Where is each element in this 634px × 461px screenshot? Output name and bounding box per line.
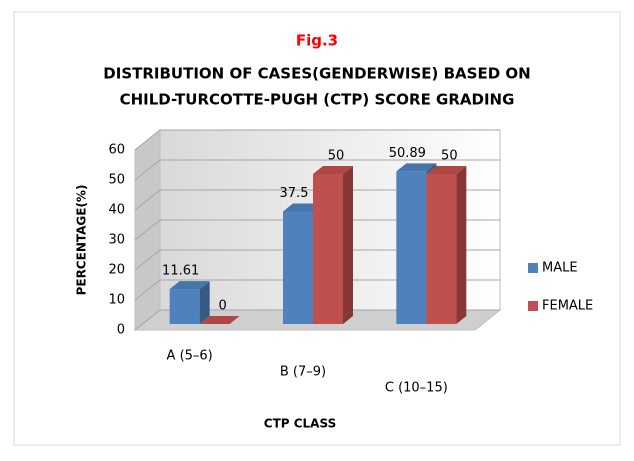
legend-label: FEMALE bbox=[542, 299, 593, 314]
y-tick-label: 30 bbox=[108, 233, 125, 248]
legend-swatch bbox=[528, 301, 538, 311]
x-tick-label: B (7–9) bbox=[280, 365, 326, 380]
y-tick-label: 10 bbox=[108, 293, 125, 308]
y-axis-label: PERCENTAGE(%) bbox=[75, 185, 89, 296]
bar bbox=[169, 281, 210, 324]
grid-line bbox=[134, 249, 161, 271]
bar-top bbox=[169, 281, 210, 290]
y-tick-label: 20 bbox=[108, 263, 125, 278]
grid-line bbox=[134, 129, 161, 151]
value-label: 50.89 bbox=[389, 146, 426, 161]
value-label: 50 bbox=[441, 149, 458, 164]
bar-front bbox=[313, 174, 343, 324]
bar-front bbox=[283, 211, 313, 324]
y-tick-label: 60 bbox=[108, 143, 125, 158]
bar-top bbox=[426, 166, 467, 174]
bar-top bbox=[199, 316, 240, 324]
value-label: 50 bbox=[328, 149, 345, 164]
x-tick-label: A (5–6) bbox=[167, 349, 213, 364]
chart-title: CHILD-TURCOTTE-PUGH (CTP) SCORE GRADING bbox=[120, 91, 515, 109]
chart-title: DISTRIBUTION OF CASES(GENDERWISE) BASED … bbox=[103, 65, 530, 83]
bar-side bbox=[456, 166, 467, 324]
grid-line bbox=[134, 309, 161, 331]
bar-top bbox=[396, 163, 437, 172]
grid-line bbox=[134, 219, 161, 241]
bar bbox=[313, 166, 353, 324]
grid-line bbox=[134, 159, 161, 181]
legend-label: MALE bbox=[542, 261, 578, 276]
grid-line bbox=[134, 189, 161, 211]
x-axis-label: CTP CLASS bbox=[264, 417, 336, 431]
value-label: 0 bbox=[219, 299, 227, 314]
bar bbox=[426, 166, 467, 324]
bar-side bbox=[199, 281, 210, 324]
figure-label: Fig.3 bbox=[296, 32, 338, 50]
value-label: 11.61 bbox=[162, 264, 199, 279]
value-label: 37.5 bbox=[280, 186, 309, 201]
y-tick-label: 40 bbox=[108, 203, 125, 218]
x-tick-label: C (10–15) bbox=[385, 381, 448, 396]
bar-front bbox=[426, 174, 457, 324]
bar-front bbox=[169, 289, 200, 324]
y-tick-label: 0 bbox=[117, 323, 125, 338]
y-tick-label: 50 bbox=[108, 173, 125, 188]
bar-top bbox=[313, 166, 353, 174]
bar-front bbox=[396, 171, 427, 324]
grid-line bbox=[134, 279, 161, 301]
bar bbox=[199, 316, 240, 324]
bar-side bbox=[343, 166, 353, 324]
legend-swatch bbox=[528, 263, 538, 273]
